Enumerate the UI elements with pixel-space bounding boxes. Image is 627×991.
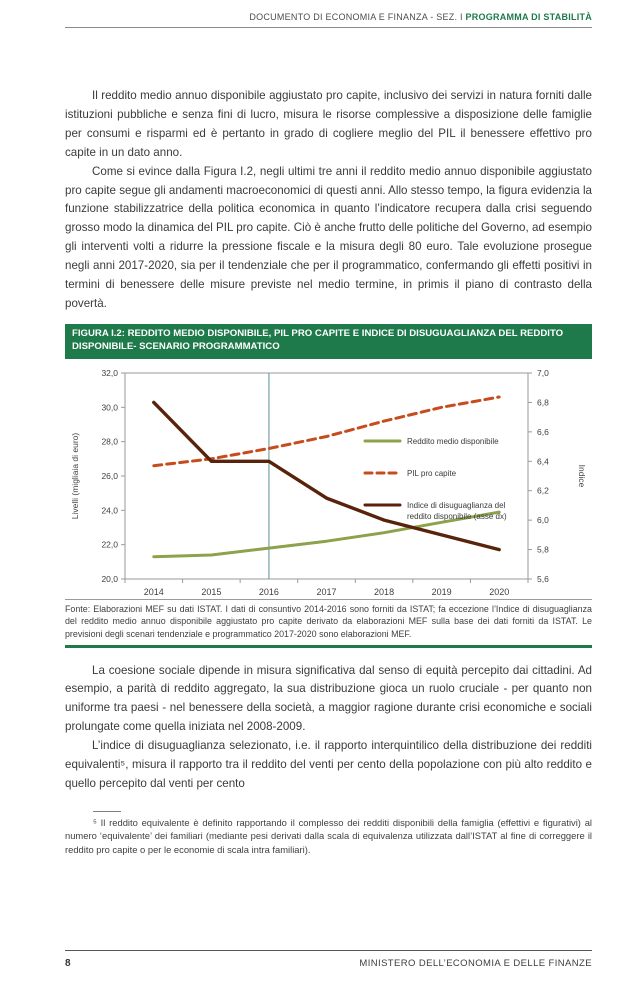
ytick-right: 5,8 xyxy=(537,544,549,554)
ytick-right: 5,6 xyxy=(537,574,549,584)
paragraph-2: Come si evince dalla Figura I.2, negli u… xyxy=(65,164,592,310)
yaxis-label-left: Livelli (migliaia di euro) xyxy=(70,432,80,519)
xtick-year: 2014 xyxy=(144,587,164,597)
page-footer: 8 MINISTERO DELL’ECONOMIA E DELLE FINANZ… xyxy=(65,950,592,969)
ytick-right: 6,8 xyxy=(537,397,549,407)
figure-title-bar: FIGURA I.2: REDDITO MEDIO DISPONIBILE, P… xyxy=(65,323,592,359)
series-line-2 xyxy=(152,400,501,552)
figure-source-note: Fonte: Elaborazioni MEF su dati ISTAT. I… xyxy=(65,598,592,648)
paragraph-1: Il reddito medio annuo disponibile aggiu… xyxy=(65,89,592,159)
ytick-right: 6,2 xyxy=(537,485,549,495)
ytick-left: 28,0 xyxy=(101,436,118,446)
header-doc-title: DOCUMENTO DI ECONOMIA E FINANZA - SEZ. I xyxy=(249,12,466,22)
xtick-year: 2017 xyxy=(316,587,336,597)
line-chart: 20,0 22,0 24,0 26,0 28,0 30,0 32,0 5,6 5,8 6,0 6,2… xyxy=(70,368,587,597)
xtick-year: 2015 xyxy=(201,587,221,597)
ytick-left: 26,0 xyxy=(101,471,118,481)
ytick-left: 22,0 xyxy=(101,539,118,549)
legend-label-2: reddito disponibile (asse dx) xyxy=(407,512,507,521)
ytick-left: 32,0 xyxy=(101,368,118,378)
footnote-text: ⁵ Il reddito equivalente è definito rapp… xyxy=(65,816,592,855)
ytick-left: 30,0 xyxy=(101,402,118,412)
xtick-year: 2019 xyxy=(432,587,452,597)
legend-label-0: Reddito medio disponibile xyxy=(407,437,499,446)
page-content: Il reddito medio annuo disponibile aggiu… xyxy=(65,31,592,856)
footer-page-number: 8 xyxy=(65,958,71,969)
footnote-divider xyxy=(93,810,121,812)
ytick-right: 6,0 xyxy=(537,515,549,525)
figure-i2: FIGURA I.2: REDDITO MEDIO DISPONIBILE, P… xyxy=(65,323,592,648)
ytick-left: 24,0 xyxy=(101,505,118,515)
series-line-1 xyxy=(152,395,501,467)
footer-ministry: MINISTERO DELL’ECONOMIA E DELLE FINANZE xyxy=(359,958,592,969)
legend-label-2: Indice di disuguaglianza del xyxy=(407,501,506,510)
ytick-left: 20,0 xyxy=(101,574,118,584)
paragraph-3: La coesione sociale dipende in misura si… xyxy=(65,663,592,734)
paragraph-4: L’indice di disuguaglianza selezionato, … xyxy=(65,739,592,790)
page-header: DOCUMENTO DI ECONOMIA E FINANZA - SEZ. I… xyxy=(65,12,592,28)
xtick-year: 2016 xyxy=(259,587,279,597)
xtick-year: 2018 xyxy=(374,587,394,597)
xtick-year: 2020 xyxy=(489,587,509,597)
series-line-0 xyxy=(152,510,501,558)
ytick-right: 6,6 xyxy=(537,427,549,437)
legend-label-1: PIL pro capite xyxy=(407,469,457,478)
figure-chart: 20,0 22,0 24,0 26,0 28,0 30,0 32,0 5,6 5,8 6,0 6,2… xyxy=(65,359,592,599)
ytick-right: 6,4 xyxy=(537,456,549,466)
yaxis-label-right: Indice xyxy=(577,464,587,487)
footnote: ⁵ Il reddito equivalente è definito rapp… xyxy=(65,810,592,856)
ytick-right: 7,0 xyxy=(537,368,549,378)
header-section-title: PROGRAMMA DI STABILITÀ xyxy=(465,12,592,22)
